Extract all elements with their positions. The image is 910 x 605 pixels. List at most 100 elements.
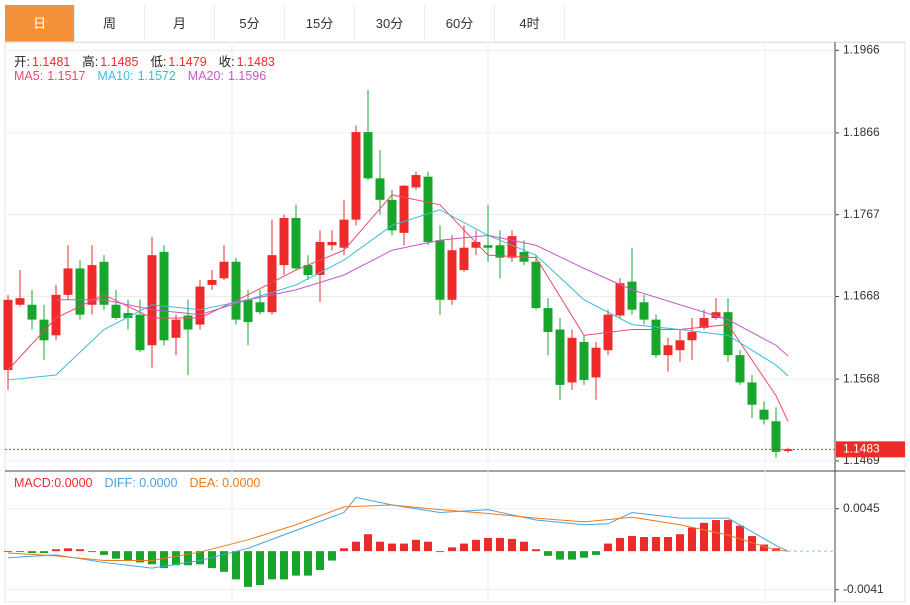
candle-body: [279, 217, 289, 266]
candle-body: [51, 294, 61, 336]
macd-bar: [424, 541, 432, 552]
candle-body: [447, 250, 457, 300]
period-tab[interactable]: 月: [145, 5, 215, 42]
candle-body: [771, 421, 781, 452]
y-tick-label: 1.1668: [843, 289, 880, 303]
macd-bar: [136, 551, 144, 563]
ma-legend-label: MA20:: [187, 69, 224, 83]
macd-bar: [148, 551, 156, 565]
macd-bar: [112, 551, 120, 559]
macd-bar: [520, 541, 528, 552]
candle-body: [75, 268, 85, 315]
ma-line: [7, 209, 789, 381]
macd-bar: [400, 543, 408, 552]
macd-bar: [88, 551, 96, 553]
candle-body: [483, 245, 493, 248]
candle-body: [579, 341, 589, 380]
candle-body: [735, 355, 745, 383]
macd-bar: [232, 551, 240, 580]
candle-body: [123, 313, 133, 318]
period-tab[interactable]: 30分: [355, 5, 425, 42]
candle-body: [759, 409, 769, 420]
macd-bar: [628, 536, 636, 552]
legend-label: 高:: [82, 55, 99, 69]
macd-bar: [388, 543, 396, 552]
candle-body: [27, 304, 37, 320]
legend-value: 1.1485: [100, 55, 139, 69]
macd-bar: [568, 551, 576, 560]
candle-body: [135, 314, 145, 351]
macd-bar: [760, 544, 768, 552]
macd-bar: [652, 537, 660, 552]
candle-body: [615, 283, 625, 316]
period-tab[interactable]: 4时: [495, 5, 565, 42]
ma-legend-value: 1.1572: [137, 69, 176, 83]
candle-body: [495, 245, 505, 258]
ohlc-legend: 开: 1.1481 高: 1.1485 低: 1.1479 收: 1.1483: [14, 51, 287, 70]
macd-legend-entry: DEA: 0.0000: [189, 476, 261, 490]
macd-bars: [4, 520, 780, 587]
macd-bar: [160, 551, 168, 569]
macd-bar: [508, 538, 516, 552]
macd-bar: [208, 551, 216, 569]
period-tab[interactable]: 15分: [285, 5, 355, 42]
macd-legend-entry: MACD:0.0000: [14, 476, 93, 490]
macd-bar: [580, 551, 588, 558]
period-tab[interactable]: 5分: [215, 5, 285, 42]
candle-body: [639, 302, 649, 320]
macd-bar: [544, 551, 552, 556]
macd-bar: [220, 551, 228, 572]
candle-body: [399, 185, 409, 233]
candle-body: [291, 217, 301, 269]
candle-body: [111, 304, 121, 318]
macd-bar: [280, 551, 288, 580]
y-tick-label: -0.0041: [843, 582, 884, 596]
macd-bar: [700, 522, 708, 552]
macd-bar: [76, 549, 84, 552]
candle-body: [99, 261, 109, 305]
macd-bar: [688, 527, 696, 552]
macd-legend: MACD:0.0000 DIFF: 0.0000 DEA: 0.0000: [14, 476, 272, 490]
candle-body: [255, 302, 265, 313]
macd-bar: [40, 551, 48, 554]
macd-bar: [328, 551, 336, 561]
candle-body: [675, 340, 685, 351]
current-price-label: 1.1483: [843, 442, 880, 456]
y-tick-label: 0.0045: [843, 501, 880, 515]
macd-bar: [256, 551, 264, 586]
macd-bar: [676, 534, 684, 552]
candle-body: [423, 176, 433, 242]
macd-bar: [292, 551, 300, 576]
macd-bar: [376, 541, 384, 552]
macd-line: [7, 496, 789, 569]
candle-body: [555, 329, 565, 385]
candle-body: [711, 312, 721, 318]
candle-body: [591, 347, 601, 378]
macd-bar: [304, 551, 312, 576]
macd-bar: [484, 537, 492, 552]
macd-bar: [604, 543, 612, 552]
macd-bar: [616, 537, 624, 552]
macd-legend-entry: DIFF: 0.0000: [104, 476, 178, 490]
candle-body: [351, 132, 361, 220]
period-tab[interactable]: 周: [75, 5, 145, 42]
candle-body: [459, 247, 469, 271]
macd-bar: [712, 520, 720, 552]
candle-body: [195, 286, 205, 325]
candle-body: [183, 315, 193, 330]
macd-bar: [64, 548, 72, 552]
macd-bar: [268, 551, 276, 580]
macd-bar: [532, 549, 540, 552]
macd-bar: [436, 551, 444, 553]
candle-body: [651, 319, 661, 356]
period-tab[interactable]: 日: [5, 5, 75, 42]
ma-line: [7, 194, 789, 422]
candle-body: [303, 265, 313, 276]
macd-bar: [364, 534, 372, 552]
macd-bar: [748, 536, 756, 552]
period-tab[interactable]: 60分: [425, 5, 495, 42]
macd-bar: [172, 551, 180, 566]
macd-bar: [412, 539, 420, 552]
candle-body: [471, 241, 481, 248]
